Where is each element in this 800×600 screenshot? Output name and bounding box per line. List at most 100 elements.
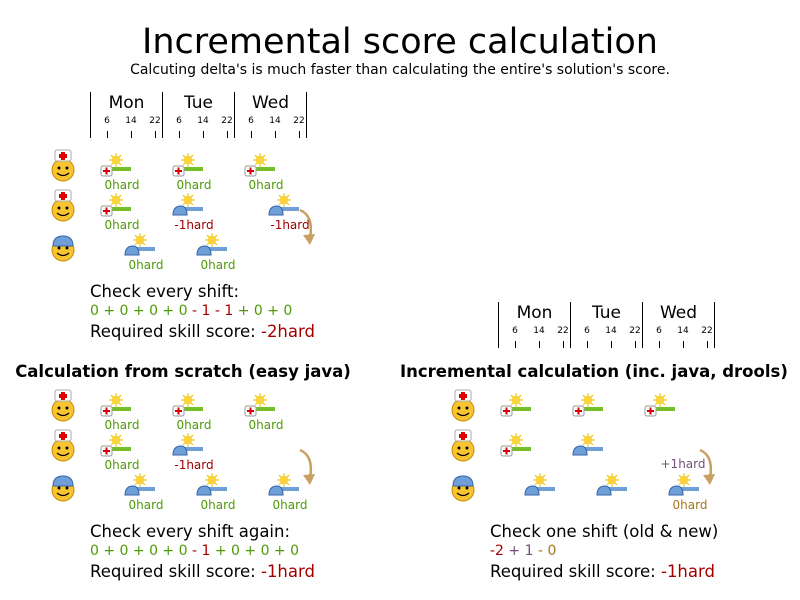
worker-shift-icon	[268, 473, 300, 501]
hour-label: 6	[248, 116, 254, 126]
hour-label: 14	[125, 116, 137, 126]
shift-score-label: 0hard	[176, 178, 212, 192]
worker-shift-icon	[572, 433, 604, 461]
heading-scratch: Calculation from scratch (easy java)	[15, 362, 351, 381]
hour-tick	[107, 131, 108, 138]
worker-employee-icon	[50, 229, 76, 267]
nurse-employee-icon	[50, 429, 76, 467]
hour-tick	[131, 131, 132, 138]
shift-score-label: 0hard	[104, 418, 140, 432]
nurse-employee-icon	[50, 389, 76, 427]
nurse-shift-icon	[500, 433, 532, 461]
move-arrow-icon	[698, 448, 718, 492]
hour-label: 22	[149, 116, 161, 126]
top-sum: 0 + 0 + 0 + 0 - 1 - 1 + 0 + 0	[90, 303, 292, 319]
hour-tick	[227, 131, 228, 138]
day-label: Mon	[516, 303, 553, 323]
hour-tick	[203, 131, 204, 138]
hour-label: 22	[293, 116, 305, 126]
hour-label: 14	[533, 326, 545, 336]
nurse-shift-icon	[244, 153, 276, 181]
shift-score-label: 0hard	[200, 498, 236, 512]
timeline-top: Mon 6 14 22 Tue 6 14 22 Wed 6 14 22	[90, 92, 307, 138]
nurse-employee-icon	[450, 429, 476, 467]
hour-tick	[299, 131, 300, 138]
worker-employee-icon	[50, 469, 76, 507]
score-label: Required skill score:	[490, 562, 661, 581]
shift-score-label: 0hard	[200, 258, 236, 272]
day-label: Tue	[591, 303, 622, 323]
timeline-day: Wed 6 14 22	[234, 92, 307, 138]
timeline-right: Mon 6 14 22 Tue 6 14 22 Wed 6 14 22	[498, 302, 715, 348]
worker-shift-icon	[268, 193, 300, 221]
nurse-shift-icon	[100, 153, 132, 181]
hour-label: 22	[629, 326, 641, 336]
hour-tick	[635, 341, 636, 348]
hour-tick	[539, 341, 540, 348]
incremental-check-text: Check one shift (old & new)	[490, 522, 719, 541]
shift-score-label: 0hard	[248, 178, 284, 192]
nurse-shift-icon	[244, 393, 276, 421]
hour-label: 6	[512, 326, 518, 336]
hour-tick	[707, 341, 708, 348]
shift-score-label: 0hard	[176, 418, 212, 432]
sum-term: 0 + 0 + 0 + 0	[90, 543, 192, 559]
timeline-day: Tue 6 14 22	[570, 302, 642, 348]
nurse-shift-icon	[572, 393, 604, 421]
nurse-shift-icon	[500, 393, 532, 421]
shift-score-label: -1hard	[174, 458, 214, 472]
nurse-shift-icon	[100, 193, 132, 221]
hour-label: 14	[269, 116, 281, 126]
shift-score-label: 0hard	[672, 498, 708, 512]
hour-label: 14	[197, 116, 209, 126]
nurse-shift-icon	[100, 393, 132, 421]
hour-label: 22	[221, 116, 233, 126]
hour-tick	[683, 341, 684, 348]
nurse-shift-icon	[100, 433, 132, 461]
top-check-text: Check every shift:	[90, 282, 240, 301]
score-value: -2hard	[260, 322, 315, 341]
worker-shift-icon	[668, 473, 700, 501]
sum-term: - 0	[533, 543, 557, 559]
hour-tick	[563, 341, 564, 348]
nurse-shift-icon	[172, 153, 204, 181]
scratch-sum: 0 + 0 + 0 + 0 - 1 + 0 + 0 + 0	[90, 543, 299, 559]
worker-shift-icon	[196, 473, 228, 501]
worker-shift-icon	[196, 233, 228, 261]
hour-tick	[587, 341, 588, 348]
score-value: -1hard	[660, 562, 715, 581]
hour-label: 6	[656, 326, 662, 336]
timeline-day: Mon 6 14 22	[90, 92, 162, 138]
shift-score-label: 0hard	[104, 458, 140, 472]
sum-term: + 0 + 0	[233, 303, 293, 319]
shift-score-label: 0hard	[104, 218, 140, 232]
hour-label: 6	[584, 326, 590, 336]
shift-score-label: 0hard	[128, 498, 164, 512]
hour-tick	[179, 131, 180, 138]
hour-tick	[155, 131, 156, 138]
timeline-day: Tue 6 14 22	[162, 92, 234, 138]
day-label: Mon	[108, 93, 145, 113]
hour-tick	[659, 341, 660, 348]
sum-term: + 1	[503, 543, 534, 559]
subtitle: Calcuting delta's is much faster than ca…	[130, 62, 670, 78]
shift-score-label: 0hard	[272, 498, 308, 512]
hour-tick	[515, 341, 516, 348]
shift-score-label: -1hard	[270, 218, 310, 232]
incremental-sum: -2 + 1 - 0	[490, 543, 556, 559]
worker-shift-icon	[524, 473, 556, 501]
timeline-day: Wed 6 14 22	[642, 302, 715, 348]
sum-term: + 0 + 0 + 0	[210, 543, 300, 559]
score-label: Required skill score:	[90, 562, 261, 581]
timeline-day: Mon 6 14 22	[498, 302, 570, 348]
hour-label: 22	[557, 326, 569, 336]
incremental-score: Required skill score: -1hard	[490, 562, 715, 581]
heading-incremental: Incremental calculation (inc. java, droo…	[400, 362, 788, 381]
worker-employee-icon	[450, 469, 476, 507]
hour-label: 14	[677, 326, 689, 336]
hour-label: 6	[176, 116, 182, 126]
hour-tick	[611, 341, 612, 348]
worker-shift-icon	[124, 473, 156, 501]
scratch-score: Required skill score: -1hard	[90, 562, 315, 581]
worker-shift-icon	[172, 433, 204, 461]
